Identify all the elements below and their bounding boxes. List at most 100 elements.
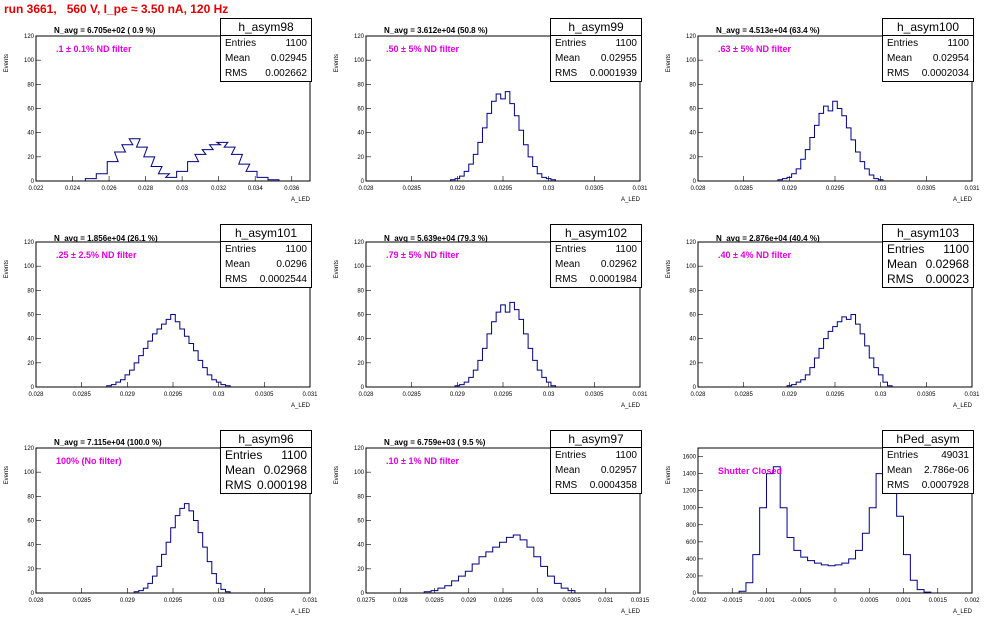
histogram-bin (878, 180, 883, 181)
histogram-bin (851, 315, 856, 388)
histogram-bin (479, 557, 486, 593)
y-tick-label: 600 (686, 540, 697, 546)
y-axis-title: Events (4, 54, 10, 72)
stats-value-rms: 0.0001939 (589, 68, 637, 79)
histogram-bin (878, 375, 883, 387)
histogram-bin (171, 528, 176, 593)
histogram-bin (796, 169, 801, 181)
histogram-bin (505, 312, 510, 387)
stats-box-title: h_asym103 (883, 225, 973, 242)
x-tick-label: 0.001 (896, 598, 912, 604)
histogram-bin (198, 533, 203, 593)
x-tick-label: 0.03 (875, 186, 887, 192)
histogram-bin (152, 576, 157, 593)
stats-row-rms: RMS 0.0001984 (551, 272, 641, 287)
x-tick-label: 0.029 (782, 392, 798, 398)
x-tick-label: 0.034 (248, 186, 264, 192)
histogram-line (786, 314, 893, 387)
y-tick-label: 60 (689, 313, 696, 319)
stats-label-mean: Mean (225, 463, 256, 477)
y-tick-label: 0 (31, 591, 35, 597)
stats-value-entries: 1100 (285, 38, 307, 49)
histogram-bin (510, 104, 515, 181)
histogram-bin (824, 106, 829, 181)
histogram-bin (166, 177, 177, 181)
plot-svg: 0 20 40 60 80 100 120 0.028 0.0285 0.029 0.0295 0.0… (4, 446, 318, 615)
stats-box: h_asym103 Entries 1100 Mean 0.02968 RMS 0.0002… (882, 224, 974, 288)
stats-row-rms: RMS 0.0002544 (221, 272, 311, 287)
histogram-bin (561, 588, 568, 593)
histogram-bin (810, 138, 815, 182)
histogram-bin (924, 592, 931, 593)
stats-label-rms: RMS (555, 68, 578, 79)
stats-row-rms: RMS 0.000198 (221, 478, 311, 493)
run-title: run 3661, 560 V, I_pe ≈ 3.50 nA, 120 Hz (4, 2, 229, 16)
histogram-bin (246, 171, 257, 181)
stats-value-rms: 0.002662 (265, 68, 307, 79)
histogram-bin (464, 382, 469, 387)
histogram-bin (546, 382, 551, 387)
histogram-bin (139, 591, 144, 593)
stats-value-mean: 2.786e-06 (923, 465, 969, 476)
histogram-bin (819, 348, 824, 387)
histogram-bin (869, 358, 874, 387)
x-tick-label: 0.031 (302, 392, 318, 398)
histogram-bin (792, 385, 797, 387)
stats-label-entries: Entries (225, 38, 257, 49)
filter-annotation: .1 ± 0.1% ND filter (56, 44, 132, 54)
stats-row-mean: Mean 0.02954 (883, 51, 973, 66)
x-axis-title: A_LED (291, 197, 311, 203)
histogram-bin (465, 571, 472, 593)
histogram-bin (524, 334, 529, 387)
y-tick-label: 80 (27, 82, 34, 88)
histogram-bin (837, 322, 842, 387)
histogram-bin (194, 351, 199, 387)
histogram-bin (148, 583, 153, 593)
stats-row-entries: Entries 1100 (221, 36, 311, 51)
stats-row-rms: RMS 0.00023 (883, 272, 973, 287)
histogram-bin (501, 99, 506, 181)
stats-box-title: h_asym100 (883, 19, 973, 36)
stats-value-entries: 1100 (943, 242, 969, 256)
stats-label-mean: Mean (887, 465, 913, 476)
y-tick-label: 80 (27, 494, 34, 500)
y-tick-label: 40 (357, 337, 364, 343)
y-tick-label: 200 (686, 574, 697, 580)
histogram-bin (862, 533, 869, 593)
stats-value-rms: 0.0007928 (921, 480, 969, 491)
histogram-bin (846, 128, 851, 181)
x-axis-title: A_LED (621, 609, 641, 615)
x-tick-label: 0.028 (393, 598, 409, 604)
y-tick-label: 100 (24, 58, 35, 64)
histogram-bin (534, 557, 541, 593)
x-tick-label: 0.0295 (826, 186, 845, 192)
histogram-bin (787, 386, 792, 387)
stats-value-mean: 0.02957 (600, 465, 637, 476)
histogram-bin (753, 555, 760, 593)
x-tick-label: 0.031 (964, 392, 980, 398)
histogram-bin (865, 346, 870, 387)
stats-value-entries: 1100 (615, 38, 637, 49)
histogram-bin (212, 574, 217, 593)
filter-annotation: 100% (No filter) (56, 456, 122, 466)
y-tick-label: 40 (27, 337, 34, 343)
histogram-line (133, 503, 231, 593)
y-tick-label: 120 (24, 34, 35, 40)
y-tick-label: 20 (357, 155, 364, 161)
stats-box-title: hPed_asym (883, 431, 973, 448)
filter-annotation: .50 ± 5% ND filter (386, 44, 459, 54)
x-tick-label: 0.03 (213, 598, 225, 604)
y-tick-label: 40 (27, 543, 34, 549)
histogram-bin (478, 142, 483, 181)
y-tick-label: 60 (357, 519, 364, 525)
histogram-bin (533, 360, 538, 387)
histogram-bin (501, 305, 506, 387)
y-tick-label: 80 (357, 82, 364, 88)
stats-row-mean: Mean 0.02968 (883, 257, 973, 272)
x-tick-label: 0.029 (120, 598, 136, 604)
x-tick-label: 0.0285 (402, 186, 421, 192)
y-tick-label: 80 (357, 288, 364, 294)
histogram-bin (860, 162, 865, 181)
histogram-bin (148, 341, 153, 387)
histogram-bin (120, 380, 125, 387)
